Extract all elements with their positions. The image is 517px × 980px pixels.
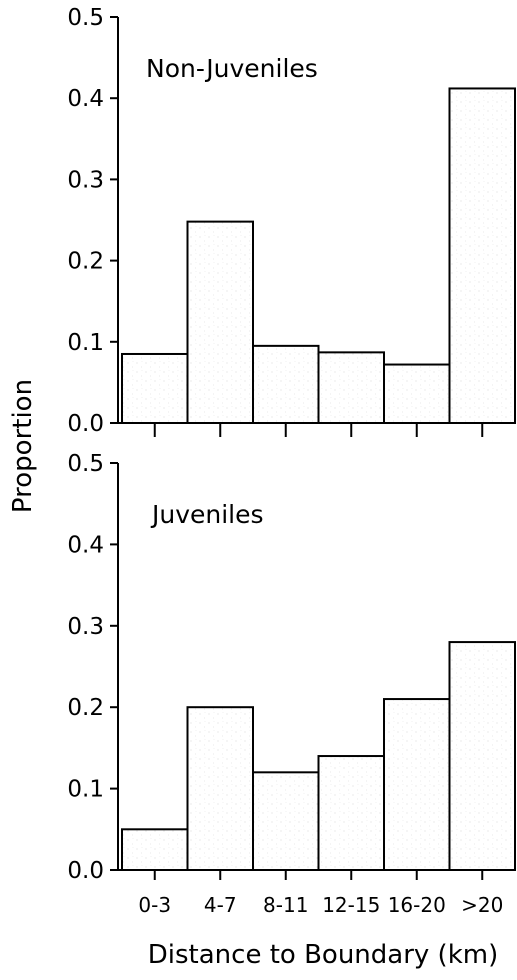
y-tick-label: 0.0 <box>67 858 104 884</box>
bar-16-20 <box>383 698 451 871</box>
x-tick-label: 0-3 <box>138 893 171 917</box>
y-axis-ticks: 0.0 0.1 0.2 0.3 0.4 0.5 <box>67 5 118 437</box>
panel-label: Juveniles <box>150 500 264 529</box>
bar-0-3 <box>121 828 189 871</box>
bar-gt20 <box>448 641 516 872</box>
y-axis-label: Proportion <box>8 379 38 513</box>
bar-8-11 <box>252 344 320 424</box>
x-axis-ticks <box>153 870 484 880</box>
bar-4-7 <box>186 220 254 424</box>
bar-12-15 <box>317 755 385 871</box>
y-tick-label: 0.4 <box>67 532 104 558</box>
bar-4-7 <box>186 706 254 872</box>
bar-8-11 <box>252 771 320 872</box>
x-axis-ticks <box>153 423 484 437</box>
y-tick-label: 0.5 <box>67 451 104 477</box>
bar-gt20 <box>448 87 516 425</box>
x-tick-label: 4-7 <box>204 893 237 917</box>
y-tick-label: 0.0 <box>67 411 104 437</box>
bar-0-3 <box>121 352 189 425</box>
x-tick-label: 16-20 <box>388 893 446 917</box>
x-tick-label: 12-15 <box>322 893 380 917</box>
non-juveniles-panel: 0.0 0.1 0.2 0.3 0.4 0.5 Non-Juveniles <box>67 5 516 437</box>
y-tick-label: 0.1 <box>67 777 104 803</box>
x-tick-label: 8-11 <box>263 893 308 917</box>
y-tick-label: 0.5 <box>67 5 104 31</box>
panel-label: Non-Juveniles <box>146 54 318 83</box>
y-tick-label: 0.2 <box>67 249 104 275</box>
bars <box>121 87 516 425</box>
y-tick-label: 0.1 <box>67 330 104 356</box>
bar-16-20 <box>383 363 451 425</box>
x-tick-labels: 0-3 4-7 8-11 12-15 16-20 >20 <box>138 893 503 917</box>
juveniles-panel: 0.0 0.1 0.2 0.3 0.4 0.5 Juveniles <box>67 451 516 884</box>
y-tick-label: 0.3 <box>67 614 104 640</box>
bars <box>121 641 516 872</box>
x-axis-label: Distance to Boundary (km) <box>148 940 498 970</box>
bar-12-15 <box>317 351 385 424</box>
y-tick-label: 0.2 <box>67 695 104 721</box>
y-axis-ticks: 0.0 0.1 0.2 0.3 0.4 0.5 <box>67 451 118 884</box>
x-tick-label: >20 <box>461 893 503 917</box>
y-tick-label: 0.3 <box>67 167 104 193</box>
y-tick-label: 0.4 <box>67 86 104 112</box>
